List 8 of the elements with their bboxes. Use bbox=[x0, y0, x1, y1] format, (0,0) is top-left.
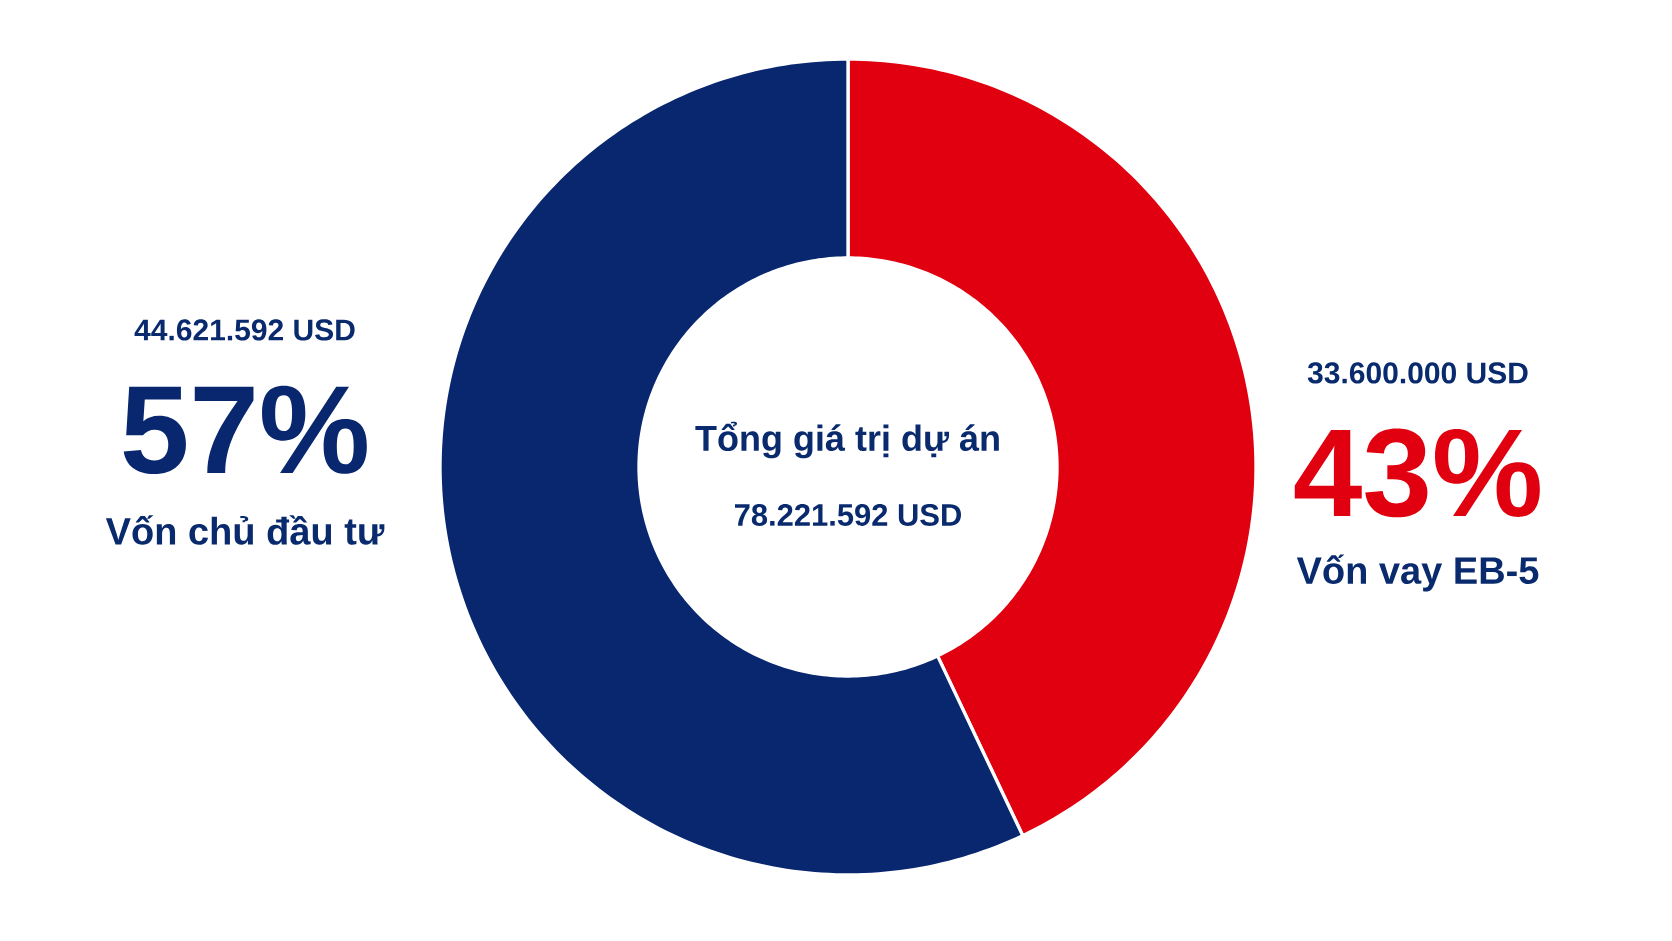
text: 43% bbox=[1294, 428, 1540, 518]
slice-label: Vốn chủ đầu tư bbox=[105, 515, 385, 545]
data-label: 33.600.000 USD bbox=[1307, 362, 1528, 384]
data-label: 44.621.592 USD bbox=[134, 319, 355, 341]
text: 57% bbox=[123, 385, 367, 475]
text: 78.221.592 USD bbox=[734, 504, 962, 526]
text: Tổng giá trị dự án bbox=[695, 421, 999, 459]
slice-label: Vốn vay EB-5 bbox=[1296, 554, 1539, 592]
